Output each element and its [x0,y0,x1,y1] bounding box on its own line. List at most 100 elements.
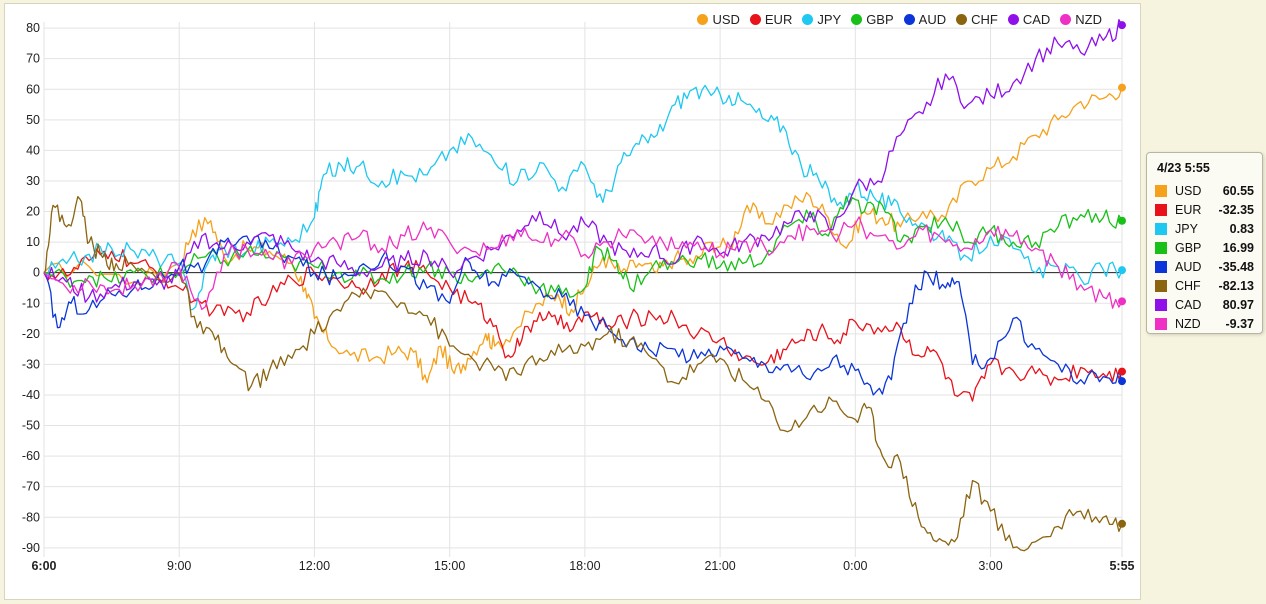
chart-panel: 80 70 60 50 40 30 20 10 0 -10 -20 -30 -40 -50 -60 -70 -8… [4,3,1141,600]
series-endpoints [1118,21,1126,528]
tooltip-swatch-icon [1155,317,1167,330]
series-line-gbp [43,195,1123,298]
series-end-marker-aud [1118,377,1126,386]
legend-item-cad[interactable]: CAD [1007,12,1051,27]
x-tick-label: 18:00 [569,559,600,573]
legend-item-usd[interactable]: USD [697,12,740,27]
legend-swatch-icon [903,14,915,25]
legend-swatch-icon [802,14,814,25]
x-tick-label: 21:00 [704,559,735,573]
tooltip-swatch-icon [1155,279,1167,292]
tooltip-currency: CHF [1175,278,1201,293]
series-end-marker-eur [1118,367,1126,376]
y-tick-label: -40 [22,388,40,402]
legend-swatch-icon [851,14,863,25]
legend-swatch-icon [697,14,709,25]
y-tick-label: -70 [22,480,40,494]
tooltip-row-chf: CHF -82.13 [1155,276,1256,295]
y-tick-label: 20 [26,205,40,219]
y-tick-label: 0 [33,266,40,280]
y-tick-label: 40 [26,143,40,157]
tooltip-currency: USD [1175,183,1202,198]
line-chart: 80 70 60 50 40 30 20 10 0 -10 -20 -30 -40 -50 -60 -70 -8… [22,19,1135,573]
tooltip-row-jpy: JPY 0.83 [1155,219,1256,238]
legend-label: EUR [764,12,793,27]
legend-label: NZD [1075,12,1102,27]
tooltip-row-usd: USD 60.55 [1155,181,1256,200]
y-tick-label: 80 [26,21,40,35]
tooltip-swatch-icon [1155,260,1167,273]
y-tick-label: 30 [26,174,40,188]
tooltip-value: -35.48 [1218,259,1254,274]
y-tick-label: -50 [22,419,40,433]
legend-label: USD [712,12,740,27]
x-tick-label: 5:55 [1109,559,1134,573]
series-end-marker-nzd [1118,297,1126,306]
grid [43,22,1123,557]
tooltip-currency: EUR [1175,202,1202,217]
series-line-jpy [43,84,1123,311]
legend-item-jpy[interactable]: JPY [802,12,841,27]
tooltip-swatch-icon [1155,184,1167,197]
y-axis-ticks: 80 70 60 50 40 30 20 10 0 -10 -20 -30 -40 -50 -60 -70 -8… [22,21,40,555]
tooltip-currency: JPY [1175,221,1198,236]
tooltip-row-cad: CAD 80.97 [1155,295,1256,314]
series-end-marker-cad [1118,21,1126,30]
tooltip-value: 80.97 [1222,297,1254,312]
tooltip-currency: AUD [1175,259,1202,274]
series-line-nzd [43,216,1123,311]
series-line-cad [43,19,1123,303]
x-tick-label: 0:00 [843,559,867,573]
y-tick-label: -10 [22,296,40,310]
x-tick-label: 9:00 [167,559,191,573]
legend-item-aud[interactable]: AUD [903,12,947,27]
legend-label: AUD [918,12,947,27]
tooltip-value: 0.83 [1229,221,1254,236]
series-lines [43,19,1123,552]
tooltip-value: 60.55 [1222,183,1254,198]
legend-swatch-icon [749,14,761,25]
series-end-marker-chf [1118,519,1126,528]
tooltip-value: -82.13 [1218,278,1254,293]
tooltip-swatch-icon [1155,203,1167,216]
tooltip-swatch-icon [1155,298,1167,311]
legend-swatch-icon [956,14,968,25]
series-end-marker-usd [1118,83,1126,92]
series-end-marker-jpy [1118,266,1126,275]
tooltip-currency: NZD [1175,316,1201,331]
series-line-aud [43,235,1123,396]
tooltip-swatch-icon [1155,241,1167,254]
y-tick-label: -60 [22,449,40,463]
legend-item-chf[interactable]: CHF [956,12,998,27]
value-tooltip: 4/23 5:55 USD 60.55 EUR -32.35 JPY 0.83 GBP 16.… [1146,152,1263,334]
y-tick-label: -90 [22,541,40,555]
y-tick-label: 10 [26,235,40,249]
tooltip-swatch-icon [1155,222,1167,235]
tooltip-row-eur: EUR -32.35 [1155,200,1256,219]
legend-label: GBP [866,12,894,27]
tooltip-value: -9.37 [1225,316,1255,331]
tooltip-currency: CAD [1175,297,1202,312]
legend-swatch-icon [1060,14,1072,25]
legend-item-gbp[interactable]: GBP [851,12,894,27]
y-tick-label: -30 [22,357,40,371]
y-tick-label: -80 [22,510,40,524]
legend-item-eur[interactable]: EUR [749,12,793,27]
legend-label: CHF [971,12,998,27]
legend-label: CAD [1022,12,1051,27]
tooltip-value: -32.35 [1218,202,1254,217]
tooltip-rows: USD 60.55 EUR -32.35 JPY 0.83 GBP 16.99 AUD -35.4… [1155,181,1256,333]
x-tick-label: 12:00 [299,559,330,573]
tooltip-row-aud: AUD -35.48 [1155,257,1256,276]
y-tick-label: 70 [26,52,40,66]
legend: USD EUR JPY GBP AUD CHF CAD NZD [697,12,1102,27]
tooltip-title: 4/23 5:55 [1157,161,1210,175]
legend-item-nzd[interactable]: NZD [1060,12,1102,27]
y-tick-label: 50 [26,113,40,127]
x-tick-label: 3:00 [978,559,1002,573]
x-tick-label: 15:00 [434,559,465,573]
legend-label: JPY [817,12,842,27]
tooltip-row-gbp: GBP 16.99 [1155,238,1256,257]
legend-swatch-icon [1007,14,1019,25]
tooltip-value: 16.99 [1222,240,1254,255]
